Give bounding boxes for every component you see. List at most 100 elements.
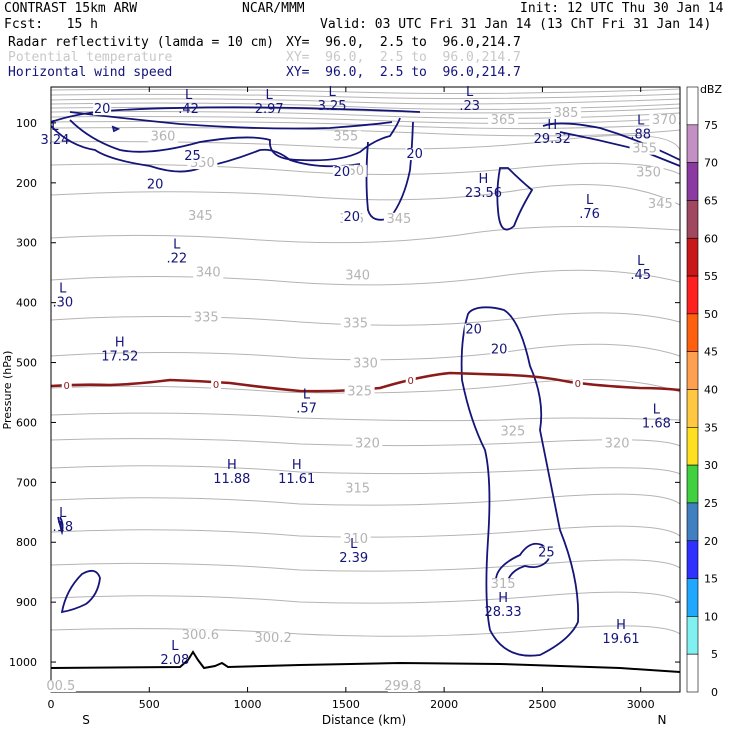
theta-label-bg (645, 197, 676, 210)
zero-label: 0 (408, 376, 414, 387)
extremum-value: 2.08 (160, 653, 189, 668)
x-tick-label: 1500 (332, 698, 360, 711)
model-title: CONTRAST 15km ARW (4, 1, 138, 16)
theta-label-bg (193, 266, 224, 279)
extremum-type: L (59, 281, 67, 296)
theta-label-bg (387, 680, 418, 693)
wind-label-bg (332, 166, 351, 179)
zero-isotherm-line (51, 371, 680, 393)
colorbar-swatch (686, 464, 699, 504)
colorbar-swatch (686, 653, 699, 693)
extremum-value: 11.88 (213, 472, 250, 487)
extremum-type: L (171, 639, 179, 654)
x-axis-label: Distance (km) (322, 713, 406, 727)
field-theta-name: Potential temperature (8, 50, 173, 65)
extremum-value: .45 (630, 268, 651, 283)
colorbar-level-label: 30 (704, 459, 718, 472)
wind-label: 20 (465, 323, 482, 338)
extremum-value: 2.39 (339, 551, 368, 566)
colorbar-swatch (686, 124, 699, 163)
theta-label: 345 (648, 197, 673, 212)
valid-time: Valid: 03 UTC Fri 31 Jan 14 (13 ChT Fri … (320, 17, 712, 32)
south-end-label: S (82, 713, 90, 727)
extremum-type: H (115, 335, 125, 350)
y-tick-label: 900 (16, 596, 37, 609)
theta-label: 300.6 (182, 628, 219, 643)
extremum-type: H (292, 458, 302, 473)
colorbar-swatch (686, 351, 699, 390)
zero-label: 0 (213, 380, 219, 391)
theta-label: 300.2 (255, 631, 292, 646)
colorbar-level-label: 40 (704, 384, 718, 397)
north-end-label: N (658, 713, 667, 727)
colorbar-swatch (686, 313, 699, 352)
extremum-type: H (479, 172, 489, 187)
zero-label-bg (211, 378, 222, 389)
theta-label: 350 (636, 166, 661, 181)
wind-label-bg (464, 323, 483, 336)
extremum-type: L (328, 85, 336, 100)
colorbar-level-label: 0 (711, 686, 718, 699)
zero-label: 0 (575, 379, 581, 390)
extremum-value: 17.52 (101, 349, 138, 364)
colorbar-level-label: 75 (704, 119, 718, 132)
extremum-value: 11.61 (278, 472, 315, 487)
theta-label-bg (352, 437, 383, 450)
theta-label: 345 (387, 212, 412, 227)
colorbar-swatch (686, 502, 699, 542)
theta-label: 335 (194, 311, 219, 326)
y-tick-label: 800 (16, 536, 37, 549)
theta-label: 00.5 (46, 679, 75, 694)
extremum-value: 28.33 (484, 605, 521, 620)
colorbar-level-label: 25 (704, 497, 718, 510)
wind-label: 20 (491, 342, 508, 357)
colorbar-level-label: 65 (704, 194, 718, 207)
y-tick-label: 1000 (9, 656, 37, 669)
colorbar-level-label: 45 (704, 346, 718, 359)
theta-label-bg (550, 106, 581, 119)
zero-label-bg (61, 379, 72, 390)
theta-label: 355 (333, 130, 358, 145)
theta-label-bg (344, 385, 375, 398)
wind-label-bg (146, 178, 165, 191)
extremum-value: .42 (178, 102, 199, 117)
theta-label-bg (185, 629, 216, 642)
colorbar-swatch (686, 275, 699, 315)
colorbar-level-label: 70 (704, 157, 718, 170)
extremum-value: 23.56 (465, 186, 502, 201)
extremum-value: .23 (459, 99, 480, 114)
wind-label-bg (405, 148, 424, 161)
theta-label-bg (350, 357, 381, 370)
extremum-value: 3.24 (40, 133, 69, 148)
y-axis-label: Pressure (hPa) (1, 351, 14, 430)
extremum-type: H (227, 458, 237, 473)
theta-label: 320 (605, 436, 630, 451)
theta-label-bg (629, 142, 660, 155)
theta-label: 340 (345, 269, 370, 284)
extremum-type: L (466, 85, 474, 100)
extremum-type: L (350, 537, 358, 552)
wind-label: 20 (147, 178, 164, 193)
theta-label-bg (488, 113, 519, 126)
x-tick-label: 2500 (528, 698, 556, 711)
colorbar-swatch (686, 162, 699, 201)
wind-label: 20 (334, 165, 351, 180)
y-tick-label: 300 (16, 237, 37, 250)
wind-label-layer: 20 25 20 20 20 20 20 20 25 (93, 102, 556, 560)
field-wind-xy: XY= 96.0, 2.5 to 96.0,214.7 (286, 65, 521, 80)
x-tick-label: 500 (139, 698, 160, 711)
x-tick-label: 0 (48, 698, 55, 711)
wind-label: 25 (538, 545, 555, 560)
extremum-value: .76 (579, 207, 600, 222)
x-tick-label: 3000 (627, 698, 655, 711)
theta-label: 320 (355, 436, 380, 451)
theta-label-bg (342, 482, 373, 495)
x-tick-label: 1000 (234, 698, 262, 711)
theta-label: 360 (151, 130, 176, 145)
wind-label-bg (342, 210, 361, 223)
extremum-type: L (586, 193, 594, 208)
terrain-line (50, 650, 681, 673)
y-tick-label: 100 (16, 117, 37, 130)
